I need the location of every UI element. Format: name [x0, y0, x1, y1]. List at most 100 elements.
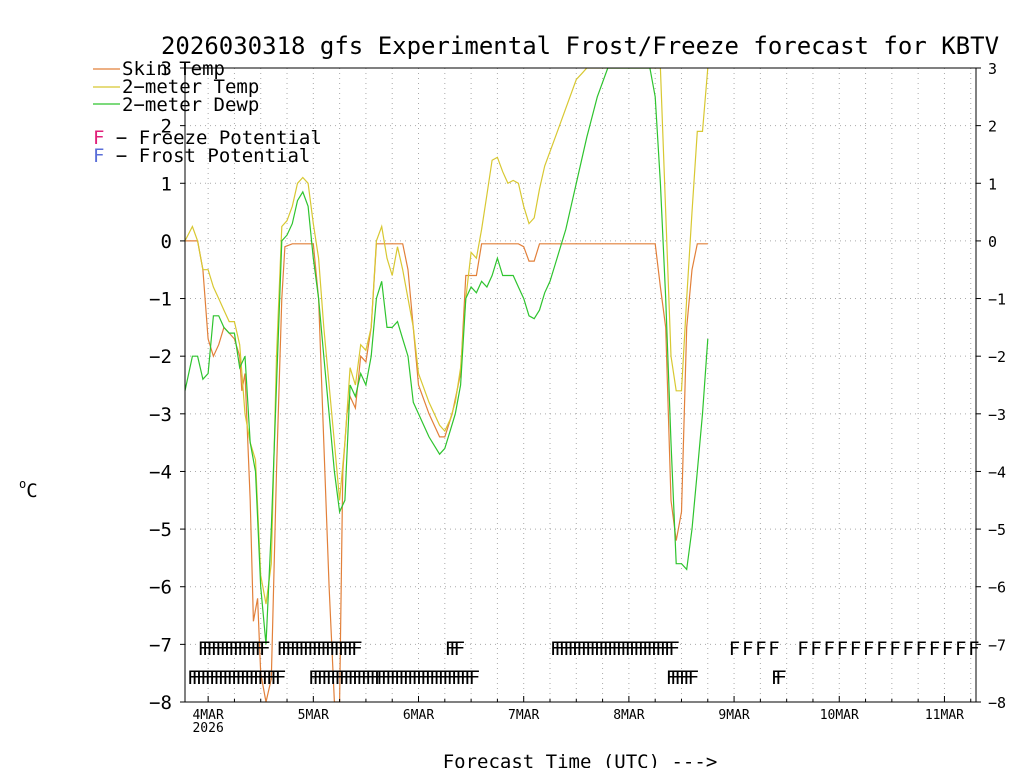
potential-marker-frost-potential: F	[810, 638, 821, 660]
potential-marker-frost-potential: F	[729, 638, 740, 660]
potential-marker-frost-potential: F	[651, 638, 662, 660]
x-axis-label: Forecast Time (UTC) --->	[443, 751, 718, 768]
legend-freeze-symbol: F	[93, 127, 104, 149]
potential-marker-freeze-potential: F	[187, 667, 198, 689]
potential-marker-freeze-potential: F	[308, 667, 319, 689]
potential-marker-freeze-potential: F	[394, 667, 405, 689]
potential-marker-frost-potential: F	[572, 638, 583, 660]
potential-marker-freeze-potential: F	[343, 667, 354, 689]
potential-marker-freeze-potential: F	[683, 667, 694, 689]
potential-marker-freeze-potential: F	[227, 667, 238, 689]
potential-marker-frost-potential: F	[342, 638, 353, 660]
potential-marker-freeze-potential: F	[442, 667, 453, 689]
potential-marker-frost-potential: F	[259, 638, 270, 660]
potential-marker-frost-potential: F	[298, 638, 309, 660]
y-tick-label-right: 1	[988, 175, 997, 193]
legend-frost-label: − Frost Potential	[104, 145, 310, 167]
potential-marker-freeze-potential: F	[381, 667, 392, 689]
potential-marker-frost-potential: F	[242, 638, 253, 660]
x-tick-label: 7MAR	[508, 708, 539, 723]
potential-marker-frost-potential: F	[202, 638, 213, 660]
y-tick-label-left: 0	[161, 231, 172, 253]
y-tick-label-left: 1	[161, 173, 172, 195]
potential-marker-freeze-potential: F	[275, 667, 286, 689]
potential-marker-freeze-potential: F	[464, 667, 475, 689]
potential-marker-frost-potential: F	[303, 638, 314, 660]
potential-marker-freeze-potential: F	[270, 667, 281, 689]
legend-frost-symbol: F	[93, 145, 104, 167]
potential-marker-frost-potential: F	[285, 638, 296, 660]
potential-marker-freeze-potential: F	[429, 667, 440, 689]
series-group	[185, 68, 709, 702]
potential-marker-freeze-potential: F	[666, 667, 677, 689]
potential-marker-frost-potential: F	[863, 638, 874, 660]
potential-marker-freeze-potential: F	[330, 667, 341, 689]
legend-label-2m-dewp: 2−meter Dewp	[122, 94, 259, 116]
potential-marker-freeze-potential: F	[253, 667, 264, 689]
potential-marker-freeze-potential: F	[218, 667, 229, 689]
potential-marker-freeze-potential: F	[416, 667, 427, 689]
potential-marker-freeze-potential: F	[376, 667, 387, 689]
potential-marker-frost-potential: F	[629, 638, 640, 660]
potential-marker-freeze-potential: F	[262, 667, 273, 689]
potential-marker-frost-potential: F	[206, 638, 217, 660]
potential-marker-freeze-potential: F	[196, 667, 207, 689]
potential-marker-freeze-potential: F	[249, 667, 260, 689]
potential-marker-freeze-potential: F	[266, 667, 277, 689]
legend-label-skin-temp: Skin Temp	[122, 58, 225, 80]
potential-marker-freeze-potential: F	[192, 667, 203, 689]
potential-marker-frost-potential: F	[598, 638, 609, 660]
potential-marker-frost-potential: F	[220, 638, 231, 660]
potential-marker-frost-potential: F	[445, 638, 456, 660]
potential-marker-freeze-potential: F	[321, 667, 332, 689]
potential-marker-frost-potential: F	[576, 638, 587, 660]
potential-marker-frost-potential: F	[237, 638, 248, 660]
potential-marker-frost-potential: F	[449, 638, 460, 660]
y-tick-label-left: −2	[149, 346, 172, 368]
potential-marker-freeze-potential: F	[370, 667, 381, 689]
potential-marker-freeze-potential: F	[361, 667, 372, 689]
potential-marker-frost-potential: F	[255, 638, 266, 660]
potential-marker-freeze-potential: F	[775, 667, 786, 689]
y-tick-label-right: 2	[988, 118, 997, 136]
potential-marker-freeze-potential: F	[244, 667, 255, 689]
legend-freeze-potential: F − Freeze Potential	[93, 127, 322, 149]
x-tick-label: 8MAR	[613, 708, 644, 723]
x-tick-label: 9MAR	[718, 708, 749, 723]
potential-marker-freeze-potential: F	[235, 667, 246, 689]
potential-marker-frost-potential: F	[563, 638, 574, 660]
potential-marker-frost-potential: F	[215, 638, 226, 660]
potential-marker-frost-potential: F	[250, 638, 261, 660]
potential-marker-frost-potential: F	[824, 638, 835, 660]
potential-marker-frost-potential: F	[797, 638, 808, 660]
y-tick-label-left: 3	[161, 58, 172, 80]
y-tick-label-left: −6	[149, 577, 172, 599]
potential-marker-freeze-potential: F	[412, 667, 423, 689]
y-tick-label-right: −5	[988, 521, 1006, 539]
potential-marker-frost-potential: F	[633, 638, 644, 660]
y-tick-label-left: −1	[149, 289, 172, 311]
potential-marker-freeze-potential: F	[670, 667, 681, 689]
y-tick-label-right: 0	[988, 233, 997, 251]
potential-marker-freeze-potential: F	[771, 667, 782, 689]
axes: −8 −8 −7 −7 −6 −6 −5 −5 −4 −4 −3 −3 −2 −2 −1 −1 0 0 1 1 2 2 3 3…	[149, 58, 1006, 736]
potential-marker-freeze-potential: F	[231, 667, 242, 689]
potential-marker-freeze-potential: F	[365, 667, 376, 689]
legend-freeze-label: − Freeze Potential	[104, 127, 321, 149]
potential-marker-freeze-potential: F	[403, 667, 414, 689]
potential-marker-frost-potential: F	[929, 638, 940, 660]
legend-frost-potential: F − Frost Potential	[93, 145, 310, 167]
potential-marker-frost-potential: F	[325, 638, 336, 660]
potential-marker-frost-potential: F	[660, 638, 671, 660]
potential-marker-frost-potential: F	[876, 638, 887, 660]
potential-marker-freeze-potential: F	[420, 667, 431, 689]
y-tick-label-right: −8	[988, 694, 1006, 712]
y-tick-label-left: −3	[149, 404, 172, 426]
legend-label-2m-temp: 2−meter Temp	[122, 76, 259, 98]
potential-marker-frost-potential: F	[942, 638, 953, 660]
potential-marker-frost-potential: F	[347, 638, 358, 660]
potential-marker-frost-potential: F	[590, 638, 601, 660]
potential-marker-freeze-potential: F	[425, 667, 436, 689]
